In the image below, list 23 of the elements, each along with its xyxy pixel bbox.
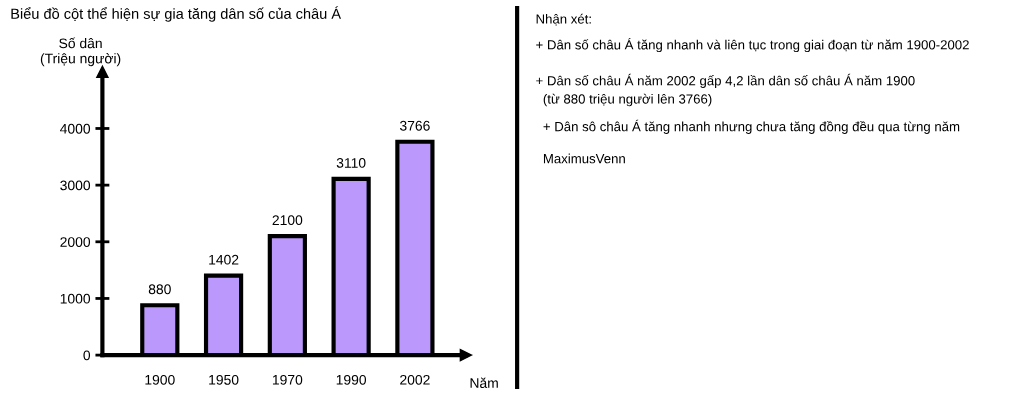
y-tick-label: 4000 [60, 123, 91, 134]
data-label: 3110 [336, 157, 366, 168]
y-tick-label: 2000 [60, 237, 91, 247]
y-tick-label: 3000 [60, 180, 91, 191]
x-tick-label: 1970 [272, 374, 303, 385]
data-label: 2100 [272, 215, 303, 226]
x-tick-label: 2002 [400, 374, 430, 385]
text: + Dân sô châu Á tăng nhanh nhưng chưa tăng đồng đều qua từng năm [543, 119, 960, 134]
y-tick-label: 0 [83, 350, 91, 361]
x-tick-label: 1900 [145, 374, 175, 385]
text: + Dân số châu Á năm 2002 gấp 4,2 lần dân số châu Á năm 1900 (từ 880 triệu người lên 3766) [536, 73, 915, 107]
text: Nhận xét: [536, 13, 591, 26]
y-tick-label: 1000 [60, 293, 91, 304]
text: MaximusVenn [543, 153, 625, 164]
data-label: 3766 [399, 120, 430, 131]
chart-title: Biểu đồ cột thể hiện sự gia tăng dân số của châu Á [11, 6, 342, 22]
x-tick-label: 1950 [209, 374, 239, 385]
y-axis-title: Số dân (Triệu người) [40, 37, 121, 67]
x-tick-label: 1990 [336, 374, 367, 385]
data-label: 1402 [209, 254, 239, 265]
text: + Dân số châu Á tăng nhanh và liên tục trong giai đoạn từ năm 1900-2002 [536, 37, 969, 53]
data-label: 880 [148, 284, 171, 295]
x-axis-title: Năm [470, 377, 498, 388]
